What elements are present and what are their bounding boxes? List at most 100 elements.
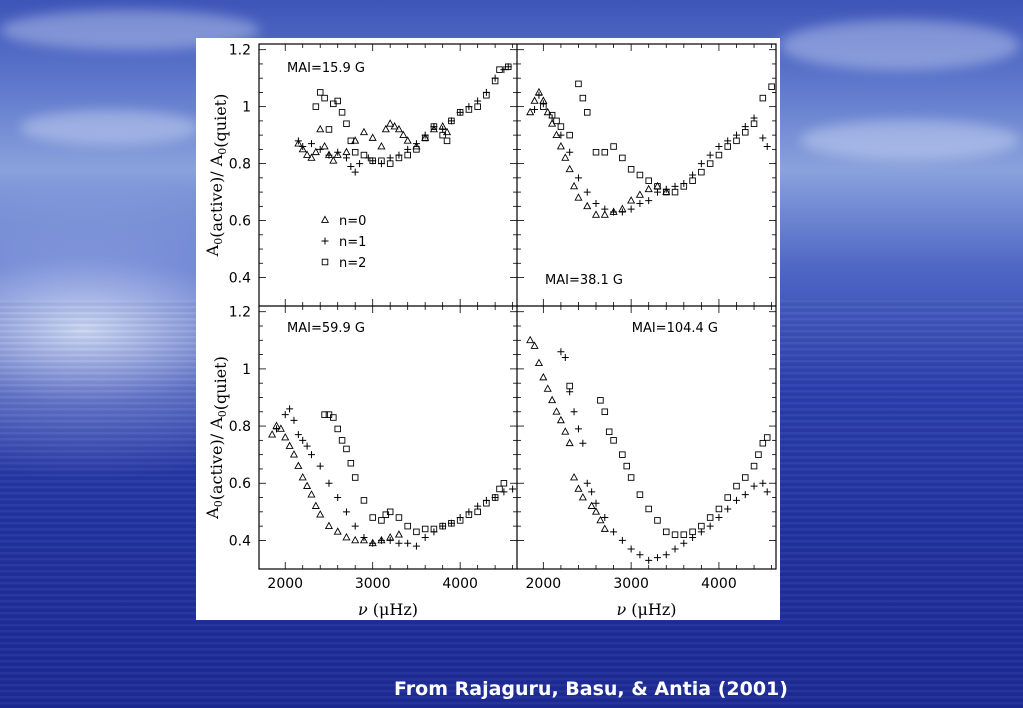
data-point-n2: [566, 131, 573, 139]
data-point-n0: [303, 481, 312, 489]
data-point-n2: [548, 111, 556, 119]
data-point-n0: [596, 515, 605, 524]
data-point-n0: [600, 524, 609, 532]
data-point-n2: [724, 143, 731, 150]
data-point-n0: [583, 201, 592, 210]
data-point-n0: [587, 501, 596, 509]
panel-annotation: MAI=104.4 G: [632, 321, 718, 336]
data-point-n0: [289, 450, 299, 458]
data-point-n2: [474, 103, 481, 110]
data-point-n1: [439, 522, 447, 530]
data-point-n2: [430, 123, 438, 130]
data-point-n0: [552, 130, 561, 138]
data-point-n2: [566, 382, 573, 390]
data-point-n0: [307, 153, 316, 161]
data-point-n2: [645, 177, 652, 184]
data-point-n2: [496, 485, 503, 493]
data-point-n2: [448, 117, 455, 125]
data-point-n2: [706, 160, 714, 167]
data-point-n2: [553, 117, 560, 125]
legend-marker: [320, 215, 330, 223]
data-point-n0: [570, 181, 579, 190]
data-point-n0: [574, 484, 583, 492]
data-point-n1: [583, 188, 591, 196]
data-point-n0: [311, 147, 320, 156]
data-point-n0: [442, 127, 452, 136]
data-point-n0: [526, 107, 535, 116]
data-point-n1: [294, 431, 302, 439]
data-point-n2: [491, 77, 499, 85]
data-point-n1: [610, 528, 618, 536]
data-point-n1: [557, 131, 565, 139]
data-point-n2: [680, 183, 688, 190]
data-point-n2: [768, 83, 775, 90]
data-point-n0: [298, 472, 307, 481]
data-point-n0: [386, 119, 395, 127]
data-point-n2: [386, 508, 394, 516]
data-point-n1: [601, 205, 609, 213]
data-point-n0: [294, 461, 303, 469]
data-point-n0: [394, 124, 403, 133]
data-point-n2: [456, 109, 464, 116]
data-point-n2: [689, 528, 696, 536]
data-point-n2: [636, 171, 644, 179]
data-point-n0: [412, 141, 421, 150]
data-point-n0: [561, 153, 570, 161]
data-point-n1: [601, 514, 609, 522]
data-point-n1: [724, 505, 732, 513]
data-point-n0: [311, 501, 320, 509]
data-point-n1: [561, 353, 569, 361]
data-point-n2: [592, 148, 600, 156]
data-point-n2: [645, 505, 652, 513]
data-point-n0: [394, 530, 403, 538]
data-point-n0: [320, 141, 329, 150]
data-point-n1: [574, 174, 582, 182]
data-point-n0: [281, 432, 290, 441]
data-point-n1: [662, 551, 670, 559]
data-point-n0: [565, 438, 574, 447]
data-point-n1: [583, 479, 591, 487]
data-point-n2: [750, 120, 758, 127]
data-point-n2: [378, 517, 385, 524]
data-point-n2: [610, 143, 617, 150]
data-point-n2: [404, 522, 411, 530]
data-point-n2: [742, 129, 749, 136]
data-point-n1: [509, 485, 517, 493]
data-point-n1: [281, 411, 289, 419]
data-point-n1: [412, 542, 420, 550]
data-point-n1: [697, 160, 705, 168]
data-point-n0: [324, 521, 334, 529]
data-point-n2: [680, 531, 688, 538]
panel-annotation: MAI=38.1 G: [545, 273, 623, 288]
data-point-n1: [689, 171, 697, 179]
data-point-n1: [697, 528, 705, 536]
data-point-n2: [404, 151, 411, 159]
data-point-n1: [724, 137, 732, 145]
data-point-n0: [556, 415, 565, 424]
data-point-n2: [610, 437, 617, 444]
data-point-n1: [557, 348, 565, 356]
data-point-n1: [579, 439, 587, 447]
data-point-n0: [381, 124, 390, 133]
data-point-n1: [566, 148, 574, 156]
data-point-n2: [755, 451, 762, 458]
data-point-n1: [491, 494, 499, 502]
data-point-n2: [601, 148, 609, 156]
panel-annotation: MAI=59.9 G: [287, 321, 365, 336]
data-point-n1: [763, 488, 771, 496]
data-point-n0: [403, 136, 412, 144]
data-point-n0: [539, 372, 548, 381]
data-point-n2: [627, 166, 635, 173]
data-point-n1: [325, 479, 333, 487]
data-point-n1: [404, 539, 412, 547]
data-point-n2: [627, 474, 635, 481]
data-point-n0: [552, 407, 561, 415]
data-point-n2: [456, 517, 464, 524]
data-point-n2: [369, 157, 376, 165]
background-cloud: [20, 110, 200, 145]
data-point-n1: [395, 539, 403, 547]
data-point-n0: [534, 358, 544, 367]
data-point-n2: [316, 89, 324, 96]
data-point-n1: [351, 522, 359, 530]
data-point-n1: [653, 554, 661, 562]
